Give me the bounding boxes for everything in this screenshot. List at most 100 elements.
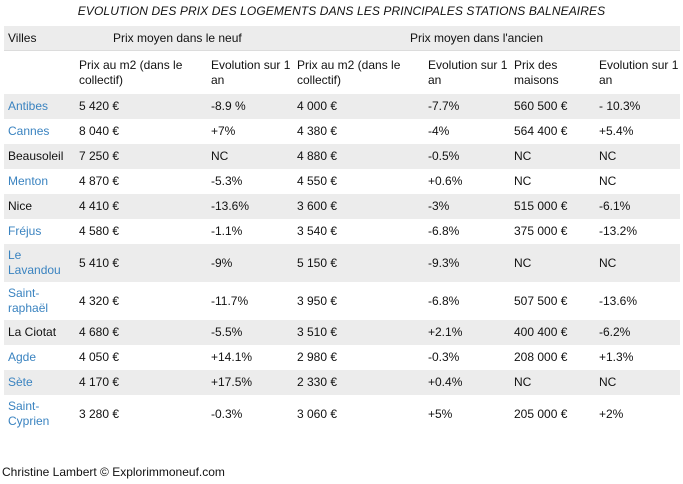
table-cell: -7.7% [424,94,510,119]
header-group-ancien: Prix moyen dans l'ancien [293,26,681,51]
table-row: Agde 4 050 € +14.1% 2 980 € -0.3% 208 000 € +1… [4,345,680,370]
city-cell: Le Lavandou [4,244,75,282]
header-col: Evolution sur 1 an [211,57,291,87]
table-cell: - 10.3% [595,94,681,119]
header-villes: Villes [4,26,75,51]
table-cell: +14.1% [211,350,253,364]
table-cell: NC [595,144,681,169]
table-cell: 4 170 € [75,370,207,395]
table-cell: 3 280 € [79,406,120,421]
table-cell: -6.1% [595,194,681,219]
table-cell: -6.8% [428,293,460,308]
table-cell: 515 000 € [510,194,595,219]
table-cell: -4% [428,124,450,138]
table-cell: -9.3% [424,244,510,282]
table-cell: +2.1% [424,320,510,345]
city-link[interactable]: Cannes [8,124,50,138]
table-cell: -0.3% [428,350,460,364]
table-cell: 4 680 € [75,320,207,345]
table-cell: +17.5% [207,370,293,395]
city-cell: Antibes [4,94,75,119]
table-row: La Ciotat 4 680 € -5.5% 3 510 € +2.1% 400 400… [4,320,681,345]
header-col: Prix au m2 (dans le collectif) [79,57,183,87]
city-link[interactable]: Sète [8,375,33,389]
table-row: Antibes 5 420 € -8.9 % 4 000 € -7.7% 560 500 … [4,94,681,119]
table-cell: 2 330 € [293,370,424,395]
table-cell: -9% [207,244,293,282]
table-cell: -13.2% [599,224,638,238]
city-link[interactable]: Menton [8,174,49,188]
table-row: Nice 4 410 € -13.6% 3 600 € -3% 515 000 € -6.1… [4,194,681,219]
table-cell: 400 400 € [510,320,595,345]
table-cell: NC [510,144,595,169]
city-link[interactable]: Saint-Cyprien [8,399,50,428]
table-cell: 4 000 € [293,94,424,119]
table-cell: 507 500 € [514,293,568,308]
table-cell: +7% [211,124,236,138]
header-col: Prix des maisons [514,57,559,87]
table-cell: +0.6% [428,174,463,188]
city-cell: Beausoleil [4,144,75,169]
header-blank [4,51,75,95]
table-cell: NC [595,244,681,282]
table-cell: 4 380 € [297,124,338,138]
table-row: Cannes 8 040 € +7% 4 380 € -4% 564 400 € +5.4% [4,119,680,144]
table-title: EVOLUTION DES PRIX DES LOGEMENTS DANS LE… [77,4,606,18]
table-cell: NC [595,370,681,395]
price-table: Villes Prix moyen dans le neuf Prix moye… [4,26,681,433]
table-cell: 4 410 € [75,194,207,219]
city-cell: Saint-raphaël [4,282,75,320]
header-col: Evolution sur 1 an [599,57,679,87]
city-cell: Saint-Cyprien [4,395,75,433]
city-link[interactable]: Le Lavandou [8,248,61,277]
table-cell: 3 060 € [297,406,338,421]
city-link[interactable]: Saint-raphaël [8,286,49,315]
table-cell: -0.5% [424,144,510,169]
table-cell: 2 980 € [297,350,338,364]
table-cell: 8 040 € [79,124,120,138]
table-cell: -0.3% [211,406,243,421]
table-row: Beausoleil 7 250 € NC 4 880 € -0.5% NC NC [4,144,681,169]
table-cell: 205 000 € [514,406,568,421]
table-cell: -8.9 % [207,94,293,119]
header-col: Evolution sur 1 an [428,57,508,87]
city-name: La Ciotat [8,325,57,339]
table-cell: NC [207,144,293,169]
city-link[interactable]: Agde [8,350,37,364]
table-row: Le Lavandou 5 410 € -9% 5 150 € -9.3% NC NC [4,244,681,282]
table-cell: -3% [424,194,510,219]
city-cell: Nice [4,194,75,219]
table-cell: -1.1% [211,224,243,238]
city-name: Beausoleil [8,149,64,163]
table-cell: 4 580 € [79,224,120,238]
table-cell: -13.6% [599,293,638,308]
table-cell: 5 410 € [75,244,207,282]
header-row-groups: Villes Prix moyen dans le neuf Prix moye… [4,26,681,51]
table-cell: 3 510 € [293,320,424,345]
table-cell: +5.4% [599,124,634,138]
table-cell: -6.2% [595,320,681,345]
table-cell: 564 400 € [514,124,568,138]
table-cell: +2% [599,406,624,421]
table-cell: -6.8% [428,224,460,238]
table-cell: 4 050 € [79,350,120,364]
table-row: Fréjus 4 580 € -1.1% 3 540 € -6.8% 375 000 € -… [4,219,680,244]
table-cell: 3 950 € [297,293,338,308]
table-cell: 208 000 € [514,350,568,364]
city-name: Nice [8,199,33,213]
city-cell: Fréjus [4,219,75,244]
table-cell: 5 150 € [293,244,424,282]
footer-credit: Christine Lambert © Explorimmoneuf.com [2,465,225,479]
table-cell: 7 250 € [75,144,207,169]
table-cell: +1.3% [599,350,634,364]
table-row: Menton 4 870 € -5.3% 4 550 € +0.6% NC NC [4,169,680,194]
city-link[interactable]: Fréjus [8,224,42,238]
table-cell: NC [514,174,532,188]
header-col: Prix au m2 (dans le collectif) [297,57,401,87]
header-group-neuf: Prix moyen dans le neuf [75,26,293,51]
city-link[interactable]: Antibes [8,99,49,113]
city-cell: Agde [4,345,75,370]
table-cell: +5% [428,406,453,421]
table-cell: 3 540 € [297,224,338,238]
table-cell: 560 500 € [510,94,595,119]
